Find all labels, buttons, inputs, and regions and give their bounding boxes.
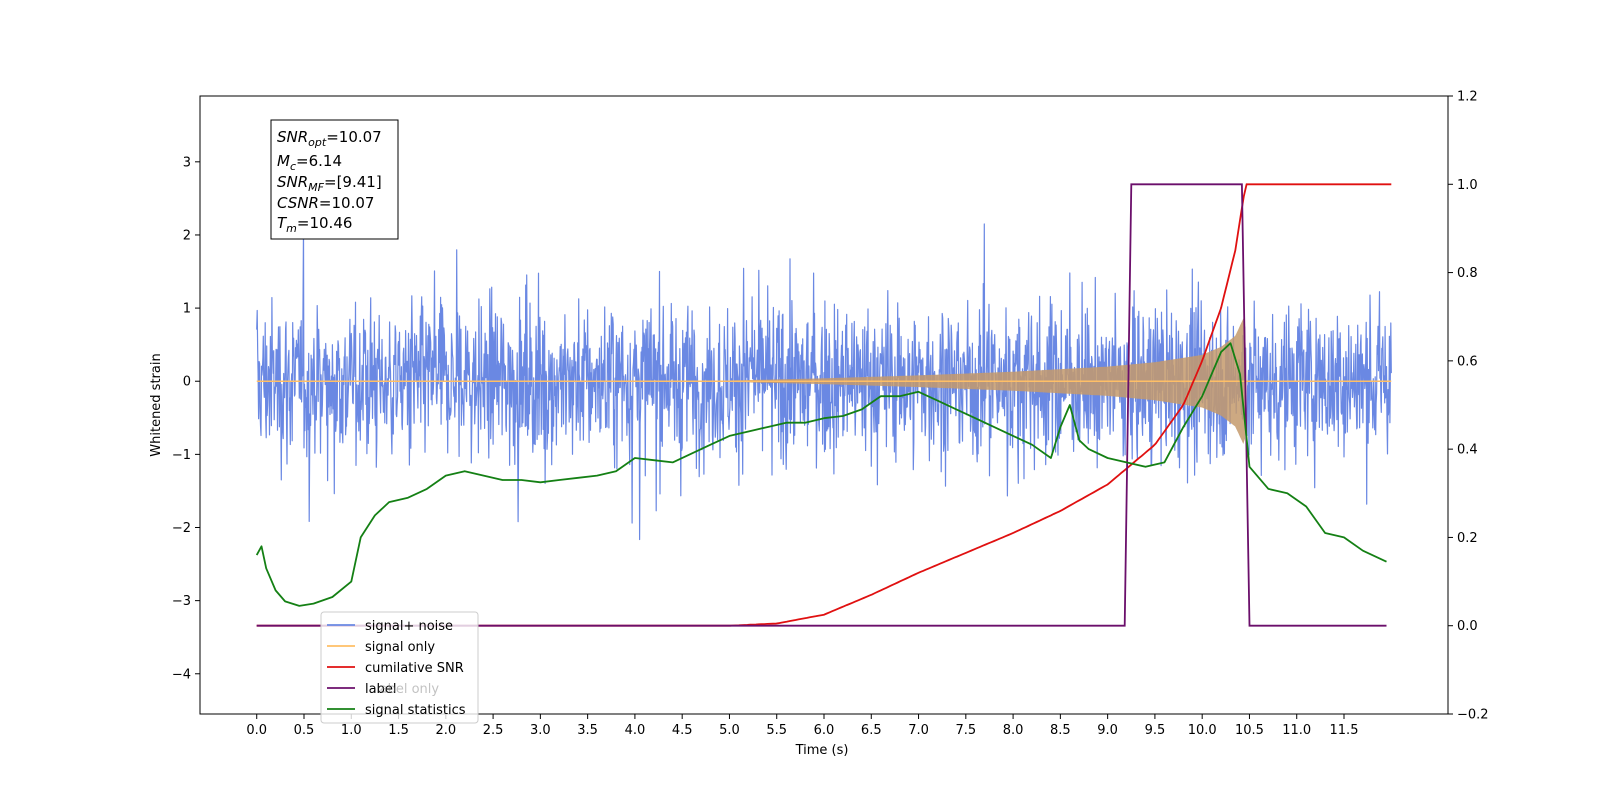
info-tm-sub: m xyxy=(286,222,297,235)
y2-tick-label: 0.6 xyxy=(1457,354,1478,369)
x-tick-label: 0.5 xyxy=(294,723,315,738)
legend-label-signal-statistics: signal statistics xyxy=(365,703,466,718)
y2-axis-ticks: 1.2 1.0 0.8 0.6 0.4 0.2 0.0 −0.2 xyxy=(1448,90,1489,723)
info-tm-base: T xyxy=(277,214,288,232)
legend-label-signal-noise: signal+ noise xyxy=(365,619,453,634)
x-tick-label: 4.5 xyxy=(672,723,693,738)
info-snr-mf-base: SNR xyxy=(277,173,308,191)
y-tick-label: 1 xyxy=(183,302,191,317)
y-axis-ticks: 3 2 1 0 −1 −2 −3 −4 xyxy=(172,155,200,682)
info-csnr-base: CSNR xyxy=(277,194,319,212)
legend-label-cumilative-snr: cumilative SNR xyxy=(365,661,464,676)
x-tick-label: 11.5 xyxy=(1330,723,1359,738)
x-axis-ticks: 0.0 0.5 1.0 1.5 2.0 2.5 3.0 3.5 4.0 4.5 5.0 5.5 6.0 6… xyxy=(246,714,1358,738)
info-snr-mf-sub: MF xyxy=(308,181,324,194)
info-snr-opt-value: =10.07 xyxy=(326,128,382,146)
x-tick-label: 5.0 xyxy=(719,723,740,738)
y-tick-label: −1 xyxy=(172,448,191,463)
x-tick-label: 4.0 xyxy=(625,723,646,738)
legend-label-label-only: label only xyxy=(376,682,439,697)
y-tick-label: −2 xyxy=(172,521,191,536)
y-axis-label: Whitened strain xyxy=(149,353,164,456)
info-snr-opt: SNRopt=10.07 xyxy=(277,128,382,149)
x-axis-label: Time (s) xyxy=(795,743,849,758)
x-tick-label: 5.5 xyxy=(766,723,787,738)
x-tick-label: 1.5 xyxy=(388,723,409,738)
series-signal-statistics xyxy=(255,342,1387,607)
info-mc-value: =6.14 xyxy=(296,152,342,170)
x-tick-label: 10.0 xyxy=(1188,723,1217,738)
x-tick-label: 11.0 xyxy=(1282,723,1311,738)
info-box: SNRopt=10.07 Mc=6.14 SNRMF=[9.41] CSNR=1… xyxy=(270,119,399,240)
x-tick-label: 2.5 xyxy=(483,723,504,738)
x-tick-label: 3.5 xyxy=(577,723,598,738)
x-tick-label: 8.0 xyxy=(1003,723,1024,738)
x-tick-label: 8.5 xyxy=(1050,723,1071,738)
legend: signal+ noise signal only cumilative SNR… xyxy=(320,611,479,724)
y-tick-label: −4 xyxy=(172,667,191,682)
y-tick-label: 0 xyxy=(183,375,191,390)
info-snr-mf-value: =[9.41] xyxy=(324,173,382,191)
legend-label-signal-only: signal only xyxy=(365,640,435,655)
x-tick-label: 6.0 xyxy=(814,723,835,738)
x-tick-label: 9.5 xyxy=(1145,723,1166,738)
info-csnr: CSNR=10.07 xyxy=(277,194,374,212)
y2-tick-label: 0.2 xyxy=(1457,531,1478,546)
info-box-frame xyxy=(270,119,399,240)
x-tick-label: 1.0 xyxy=(341,723,362,738)
x-tick-label: 7.0 xyxy=(908,723,929,738)
y2-tick-label: 1.0 xyxy=(1457,178,1478,193)
info-snr-mf: SNRMF=[9.41] xyxy=(277,173,382,194)
y2-tick-label: 0.0 xyxy=(1457,619,1478,634)
y2-tick-label: 0.4 xyxy=(1457,443,1478,458)
legend-label-label: label xyxy=(365,682,396,697)
legend-frame xyxy=(320,611,479,724)
info-mc-base: M xyxy=(277,152,290,170)
y2-tick-label: 1.2 xyxy=(1457,90,1478,105)
x-tick-label: 0.0 xyxy=(246,723,267,738)
x-tick-label: 7.5 xyxy=(955,723,976,738)
series-label xyxy=(256,183,1387,627)
info-snr-opt-base: SNR xyxy=(277,128,308,146)
y-tick-label: 2 xyxy=(183,228,191,243)
x-tick-label: 9.0 xyxy=(1097,723,1118,738)
info-csnr-value: =10.07 xyxy=(319,194,375,212)
x-tick-label: 6.5 xyxy=(861,723,882,738)
info-mc: Mc=6.14 xyxy=(277,152,342,173)
x-tick-label: 10.5 xyxy=(1235,723,1264,738)
y-tick-label: 3 xyxy=(183,155,191,170)
x-tick-label: 2.0 xyxy=(435,723,456,738)
info-tm: Tm=10.46 xyxy=(277,214,352,235)
x-tick-label: 3.0 xyxy=(530,723,551,738)
y-tick-label: −3 xyxy=(172,594,191,609)
y2-tick-label: 0.8 xyxy=(1457,266,1478,281)
info-tm-value: =10.46 xyxy=(297,214,353,232)
y2-tick-label: −0.2 xyxy=(1457,708,1489,723)
info-snr-opt-sub: opt xyxy=(308,136,327,149)
info-mc-sub: c xyxy=(290,160,296,173)
